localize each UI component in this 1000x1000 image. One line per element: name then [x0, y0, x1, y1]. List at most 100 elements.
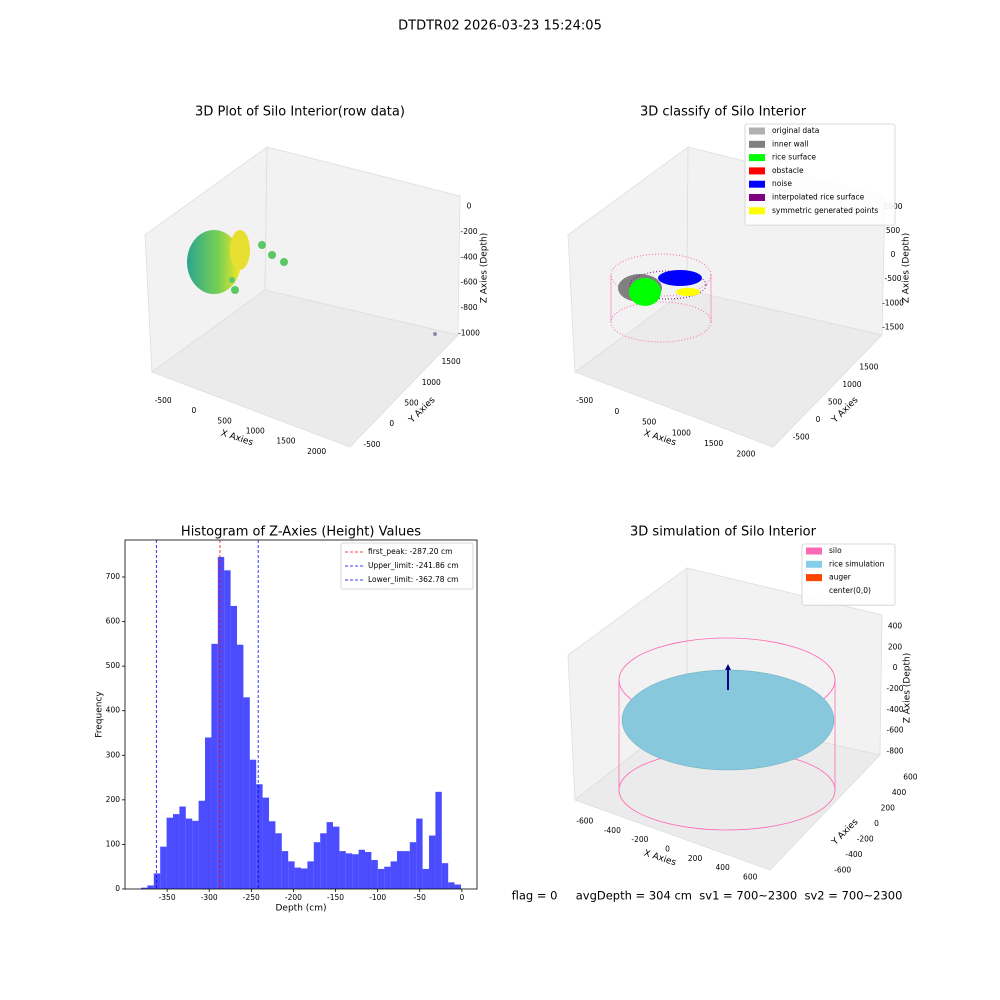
- x-tick-label: 600: [743, 872, 758, 881]
- legend-swatch: [749, 127, 765, 135]
- bar: [416, 818, 423, 889]
- legend-swatch: [806, 574, 822, 582]
- y-tick-label: 1000: [842, 380, 861, 389]
- z-tick-label: -200: [460, 227, 477, 236]
- legend-swatch: [749, 207, 765, 215]
- z-tick-label: -600: [886, 726, 903, 735]
- y-tick-label: 1500: [859, 362, 878, 371]
- y-tick-label: 1500: [442, 357, 461, 366]
- z-tick-label: -200: [886, 684, 903, 693]
- x-tick-label: 1500: [276, 437, 295, 446]
- bar: [281, 851, 289, 889]
- bar: [217, 556, 225, 889]
- bar: [384, 866, 391, 889]
- legend-label: symmetric generated points: [772, 206, 878, 215]
- y-tick-label: -500: [793, 433, 810, 442]
- bar: [345, 853, 353, 889]
- bar: [403, 851, 410, 889]
- bar: [173, 814, 180, 889]
- x-tick-label: -600: [576, 817, 593, 826]
- legend-label: original data: [772, 126, 819, 135]
- legend-label: noise: [772, 179, 792, 188]
- x-tick-label: 1500: [704, 439, 723, 448]
- y-tick-label: 0: [874, 819, 879, 828]
- plot-frame: [124, 539, 478, 890]
- bar: [326, 822, 333, 889]
- chart-title: 3D classify of Silo Interior: [640, 105, 807, 120]
- z-tick-label: -500: [884, 274, 901, 283]
- y-tick-label: 600: [903, 773, 918, 782]
- bar: [307, 861, 314, 889]
- x-tick-label: -200: [631, 835, 648, 844]
- z-tick-label: 0: [891, 250, 896, 259]
- bar: [237, 644, 244, 889]
- bar: [230, 605, 237, 889]
- z-tick-label: -1500: [882, 322, 904, 331]
- bar: [377, 868, 385, 889]
- chart-title: Histogram of Z-Axies (Height) Values: [181, 525, 421, 540]
- bar: [160, 846, 167, 889]
- bar: [243, 697, 250, 889]
- y-tick-label: -500: [363, 440, 380, 449]
- y-tick-label: 500: [404, 399, 419, 408]
- y-tick-label: -600: [834, 865, 851, 874]
- y-tick-label: 200: [106, 795, 121, 804]
- x-tick-label: 500: [642, 418, 657, 427]
- x-tick-label: -150: [327, 893, 344, 902]
- y-tick-label: 1000: [422, 378, 441, 387]
- bar: [275, 833, 282, 889]
- z-tick-label: -400: [886, 705, 903, 714]
- bar: [211, 643, 218, 889]
- y-tick-label: 0: [115, 884, 120, 893]
- bar: [409, 842, 417, 889]
- z-axis-label: Z Axies (Depth): [903, 653, 913, 724]
- y-tick-label: 200: [881, 804, 896, 813]
- x-tick-label: -400: [604, 826, 621, 835]
- z-tick-label: -800: [886, 747, 903, 756]
- x-tick-label: -500: [155, 396, 172, 405]
- x-tick-label: 500: [217, 416, 232, 425]
- z-tick-label: -1000: [882, 298, 904, 307]
- legend-swatch: [806, 587, 822, 595]
- legend-label: silo: [829, 546, 842, 555]
- bar: [179, 806, 186, 889]
- z-tick-label: 0: [893, 663, 898, 672]
- bar: [141, 887, 148, 889]
- figure-title: DTDTR02 2026-03-23 15:24:05: [398, 19, 602, 34]
- bar: [454, 884, 461, 889]
- legend-label: first_peak: -287.20 cm: [368, 547, 452, 556]
- legend-swatch: [749, 194, 765, 201]
- legend-swatch: [749, 180, 765, 188]
- bar: [339, 851, 346, 889]
- y-tick-label: -400: [845, 850, 862, 859]
- z-tick-label: 200: [888, 642, 903, 651]
- y-tick-label: 700: [106, 572, 121, 581]
- z-tick-label: 0: [467, 201, 472, 210]
- x-tick-label: 0: [192, 406, 197, 415]
- bar: [224, 570, 231, 889]
- bar: [390, 861, 397, 889]
- z-tick-label: 500: [886, 226, 901, 235]
- z-tick-label: -1000: [458, 329, 480, 338]
- x-tick-label: 1000: [246, 427, 265, 436]
- legend-swatch: [806, 547, 822, 555]
- y-tick-label: 300: [106, 750, 121, 759]
- y-tick-label: 500: [828, 398, 843, 407]
- x-tick-label: 0: [459, 893, 464, 902]
- x-tick-label: 2000: [736, 450, 755, 459]
- bar: [429, 835, 436, 889]
- legend-swatch: [806, 560, 822, 568]
- legend-box: [340, 542, 474, 590]
- legend-box: [801, 543, 896, 606]
- x-tick-label: -200: [285, 893, 302, 902]
- legend-swatch: [749, 154, 765, 162]
- legend-label: interpolated rice surface: [772, 193, 865, 202]
- z-tick-label: -600: [460, 278, 477, 287]
- legend-label: Lower_limit: -362.78 cm: [368, 575, 458, 584]
- bar: [448, 882, 455, 889]
- y-tick-label: 0: [389, 419, 394, 428]
- legend-label: rice simulation: [829, 559, 885, 568]
- x-tick-label: -250: [243, 893, 260, 902]
- bar: [198, 800, 205, 889]
